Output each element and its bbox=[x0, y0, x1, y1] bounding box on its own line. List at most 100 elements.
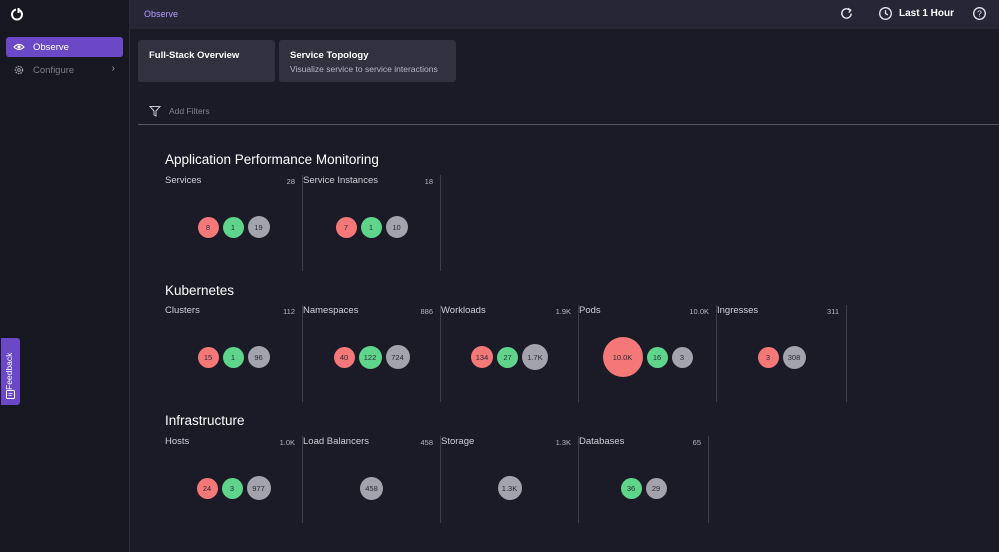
bubble-group: 10.0K 16 3 bbox=[579, 337, 716, 377]
status-bubble-critical[interactable]: 3 bbox=[757, 347, 779, 368]
bubble-group: 3 308 bbox=[717, 346, 846, 369]
section-title-kubernetes: Kubernetes bbox=[165, 283, 235, 298]
card-name: Services bbox=[165, 175, 202, 186]
card-namespaces[interactable]: Namespaces 886 40 122 724 bbox=[303, 305, 441, 402]
status-bubble-healthy[interactable]: 1 bbox=[222, 216, 244, 238]
svg-text:?: ? bbox=[977, 9, 982, 19]
status-bubble-critical[interactable]: 134 bbox=[471, 346, 493, 368]
sidebar-item-observe[interactable]: Observe bbox=[6, 37, 123, 57]
feedback-button[interactable]: Feedback bbox=[1, 338, 20, 405]
section-title-apm: Application Performance Monitoring bbox=[165, 152, 379, 167]
card-ingresses[interactable]: Ingresses 311 3 308 bbox=[717, 305, 847, 402]
tab-title: Service Topology bbox=[290, 50, 369, 61]
gear-icon bbox=[13, 64, 25, 76]
card-databases[interactable]: Databases 65 36 29 bbox=[579, 436, 709, 523]
card-total: 10.0K bbox=[689, 307, 709, 316]
breadcrumb[interactable]: Observe bbox=[144, 9, 179, 19]
bubble-group: 8 1 19 bbox=[165, 216, 302, 238]
card-load-balancers[interactable]: Load Balancers 458 458 bbox=[303, 436, 441, 523]
status-bubble-unknown[interactable]: 96 bbox=[247, 346, 270, 368]
bubble-group: 1.3K bbox=[441, 476, 578, 500]
status-bubble-healthy[interactable]: 1 bbox=[360, 216, 382, 238]
section-title-infrastructure: Infrastructure bbox=[165, 413, 245, 428]
status-bubble-unknown[interactable]: 458 bbox=[360, 477, 383, 500]
status-bubble-unknown[interactable]: 724 bbox=[385, 345, 410, 369]
status-bubble-unknown[interactable]: 19 bbox=[247, 216, 270, 238]
card-service-instances[interactable]: Service Instances 18 7 1 10 bbox=[303, 175, 441, 271]
bubble-group: 40 122 724 bbox=[303, 345, 440, 369]
filter-bar[interactable]: Add Filters bbox=[138, 100, 999, 125]
card-name: Clusters bbox=[165, 305, 200, 316]
card-name: Storage bbox=[441, 436, 475, 447]
card-hosts[interactable]: Hosts 1.0K 24 3 977 bbox=[165, 436, 303, 523]
filter-icon bbox=[149, 106, 161, 117]
status-bubble-unknown[interactable]: 308 bbox=[782, 346, 806, 369]
sidebar-item-label: Observe bbox=[33, 41, 69, 53]
card-total: 458 bbox=[420, 438, 433, 447]
bubble-group: 15 1 96 bbox=[165, 346, 302, 368]
feedback-label: Feedback bbox=[4, 352, 14, 390]
card-name: Databases bbox=[579, 436, 625, 447]
tab-subtitle: Visualize service to service interaction… bbox=[290, 64, 438, 74]
status-bubble-unknown[interactable]: 3 bbox=[671, 346, 693, 368]
add-filters-input[interactable]: Add Filters bbox=[169, 106, 210, 116]
status-bubble-unknown[interactable]: 1.3K bbox=[497, 476, 522, 500]
status-bubble-healthy[interactable]: 1 bbox=[222, 346, 244, 368]
sidebar-item-configure[interactable]: Configure › bbox=[6, 60, 123, 80]
card-total: 65 bbox=[692, 438, 701, 447]
status-bubble-unknown[interactable]: 29 bbox=[645, 477, 667, 499]
status-bubble-critical[interactable]: 24 bbox=[196, 477, 218, 499]
tab-service-topology[interactable]: Service Topology Visualize service to se… bbox=[279, 40, 456, 82]
status-bubble-unknown[interactable]: 977 bbox=[246, 476, 271, 500]
card-total: 1.0K bbox=[279, 438, 295, 447]
tab-full-stack-overview[interactable]: Full-Stack Overview bbox=[138, 40, 275, 82]
bubble-group: 36 29 bbox=[579, 477, 708, 499]
feedback-icon bbox=[6, 390, 15, 399]
card-services[interactable]: Services 28 8 1 19 bbox=[165, 175, 303, 271]
bubble-group: 458 bbox=[303, 477, 440, 500]
status-bubble-unknown[interactable]: 1.7K bbox=[522, 344, 548, 370]
status-bubble-unknown[interactable]: 10 bbox=[385, 216, 408, 238]
card-workloads[interactable]: Workloads 1.9K 134 27 1.7K bbox=[441, 305, 579, 402]
chevron-right-icon: › bbox=[111, 63, 115, 74]
tab-title: Full-Stack Overview bbox=[149, 50, 240, 61]
status-bubble-critical[interactable]: 10.0K bbox=[602, 337, 643, 377]
product-logo-icon[interactable] bbox=[10, 6, 24, 22]
status-bubble-critical[interactable]: 15 bbox=[197, 346, 219, 368]
status-bubble-healthy[interactable]: 16 bbox=[646, 346, 668, 368]
bubble-group: 134 27 1.7K bbox=[441, 344, 578, 370]
time-range-selector[interactable]: Last 1 Hour bbox=[899, 8, 955, 19]
sidebar: Observe Configure › bbox=[0, 0, 130, 552]
card-name: Workloads bbox=[441, 305, 486, 316]
card-total: 18 bbox=[424, 177, 433, 186]
card-total: 1.9K bbox=[555, 307, 571, 316]
card-storage[interactable]: Storage 1.3K 1.3K bbox=[441, 436, 579, 523]
card-name: Service Instances bbox=[303, 175, 378, 186]
card-name: Load Balancers bbox=[303, 436, 370, 447]
status-bubble-critical[interactable]: 7 bbox=[335, 216, 357, 238]
status-bubble-critical[interactable]: 8 bbox=[197, 216, 219, 238]
card-name: Hosts bbox=[165, 436, 190, 447]
bubble-group: 7 1 10 bbox=[303, 216, 440, 238]
status-bubble-healthy[interactable]: 36 bbox=[620, 477, 642, 499]
help-icon[interactable]: ? bbox=[972, 6, 987, 21]
status-bubble-healthy[interactable]: 122 bbox=[358, 345, 382, 369]
eye-icon bbox=[13, 41, 25, 53]
card-name: Namespaces bbox=[303, 305, 359, 316]
status-bubble-critical[interactable]: 40 bbox=[333, 346, 355, 368]
card-total: 311 bbox=[827, 307, 839, 316]
bubble-group: 24 3 977 bbox=[165, 476, 302, 500]
top-bar: Observe Last 1 Hour ? bbox=[130, 0, 999, 29]
card-total: 28 bbox=[286, 177, 295, 186]
card-total: 112 bbox=[283, 307, 295, 316]
sidebar-item-label: Configure bbox=[33, 64, 75, 76]
card-name: Ingresses bbox=[717, 305, 759, 316]
card-clusters[interactable]: Clusters 112 15 1 96 bbox=[165, 305, 303, 402]
clock-icon[interactable] bbox=[878, 6, 893, 21]
refresh-icon[interactable] bbox=[839, 6, 854, 21]
status-bubble-healthy[interactable]: 27 bbox=[497, 346, 518, 368]
card-total: 886 bbox=[420, 307, 433, 316]
card-total: 1.3K bbox=[555, 438, 571, 447]
card-pods[interactable]: Pods 10.0K 10.0K 16 3 bbox=[579, 305, 717, 402]
status-bubble-healthy[interactable]: 3 bbox=[221, 477, 243, 499]
